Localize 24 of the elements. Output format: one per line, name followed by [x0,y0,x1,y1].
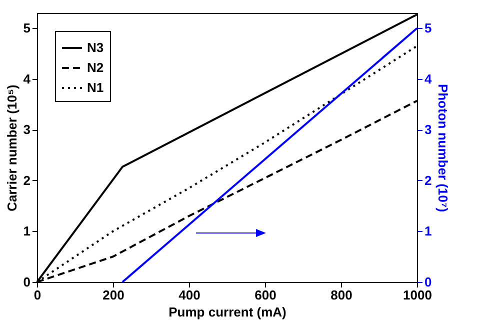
y2-tick-label: 5 [424,20,432,36]
y-tick-label: 2 [23,172,30,188]
legend-label: N1 [87,80,104,95]
y-tick-label: 3 [23,122,30,138]
legend-label: N3 [87,40,104,55]
y2-tick-label: 4 [424,71,432,86]
legend-label: N2 [87,60,104,75]
x-tick-label: 600 [254,288,276,302]
y2-tick-label: 2 [424,172,432,188]
y-tick-label: 4 [23,71,32,86]
y2-axis-title: Photon number (10⁷) [436,84,451,212]
x-tick-label: 1000 [403,288,432,302]
y-tick-label: 0 [23,274,30,290]
y-tick-label: 5 [23,20,30,36]
x-tick-label: 200 [102,288,124,302]
x-axis-title: Pump current (mA) [168,304,286,320]
y2-tick-label: 3 [424,122,432,138]
y-tick-label: 1 [23,224,30,239]
x-tick-label: 0 [34,288,42,302]
y-axis-title: Carrier number (10⁵) [4,84,20,212]
y2-tick-label: 1 [424,224,432,239]
x-tick-label: 800 [330,288,352,302]
x-tick-label: 400 [178,288,200,302]
y2-tick-label: 0 [424,274,432,290]
